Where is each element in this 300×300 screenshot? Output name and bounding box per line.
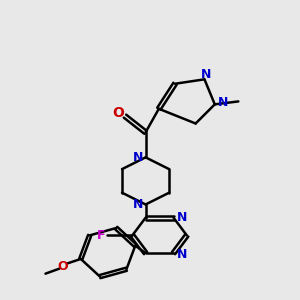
Text: N: N <box>177 211 187 224</box>
Text: N: N <box>201 68 211 80</box>
Text: O: O <box>112 106 124 120</box>
Text: O: O <box>58 260 68 273</box>
Text: N: N <box>177 248 187 261</box>
Text: F: F <box>97 229 105 242</box>
Text: N: N <box>133 151 143 164</box>
Text: N: N <box>218 96 228 110</box>
Text: N: N <box>133 198 143 211</box>
